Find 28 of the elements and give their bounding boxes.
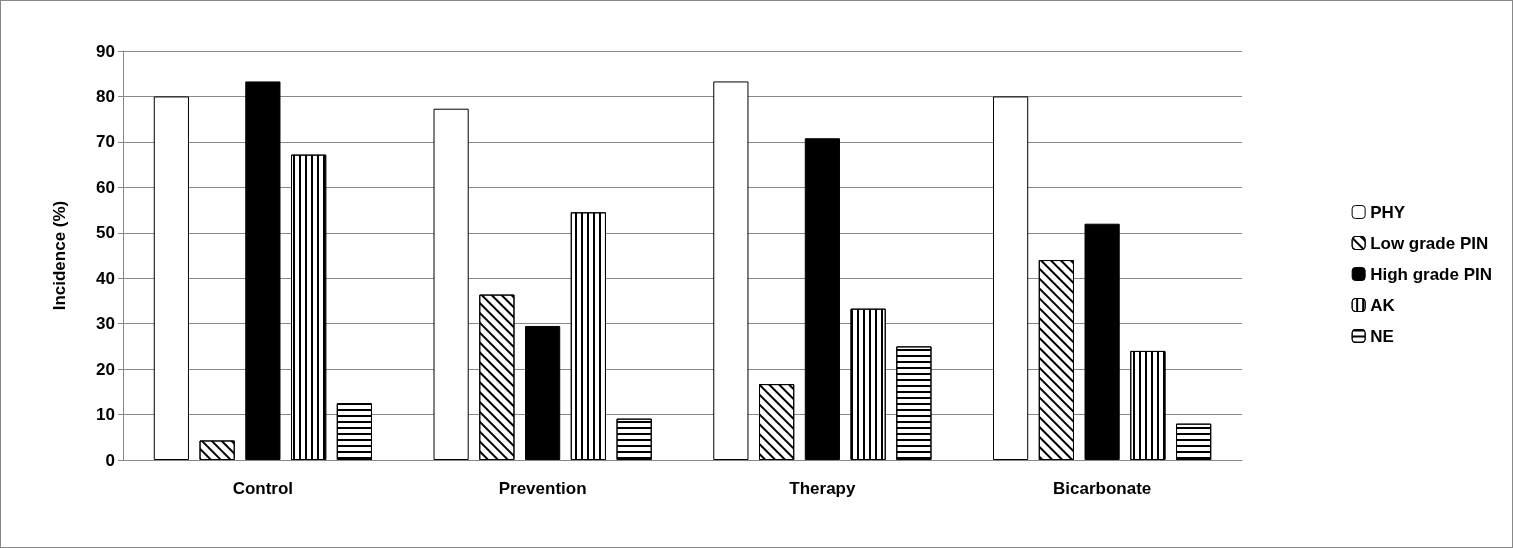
legend-label: Low grade PIN: [1370, 233, 1489, 253]
legend-label: High grade PIN: [1370, 264, 1493, 284]
y-tick-label: 0: [105, 450, 115, 470]
bar: [153, 96, 189, 460]
bar: [804, 138, 840, 460]
bar: [993, 96, 1029, 460]
bar: [713, 81, 749, 460]
y-axis-title: Incidence (%): [50, 200, 69, 311]
legend-label: NE: [1370, 326, 1394, 346]
x-tick-label: Therapy: [789, 479, 856, 498]
y-tick-label: 20: [96, 359, 115, 379]
x-tick-label: Bicarbonate: [1053, 479, 1152, 498]
y-tick-label: 70: [96, 132, 115, 152]
y-tick-label: 40: [96, 268, 115, 288]
legend-label: AK: [1370, 295, 1396, 315]
y-tick-label: 90: [96, 41, 115, 61]
y-tick-label: 80: [96, 86, 115, 106]
y-tick-label: 30: [96, 314, 115, 334]
x-tick-label: Control: [232, 479, 294, 498]
y-tick-label: 10: [96, 405, 115, 425]
bar: [245, 81, 281, 460]
y-tick-label: 50: [96, 223, 115, 243]
x-tick-label: Prevention: [498, 479, 587, 498]
bar: [1084, 223, 1120, 460]
y-tick-label: 60: [96, 177, 115, 197]
bar: [525, 325, 561, 460]
legend-label: PHY: [1370, 202, 1406, 222]
bar: [433, 108, 469, 460]
